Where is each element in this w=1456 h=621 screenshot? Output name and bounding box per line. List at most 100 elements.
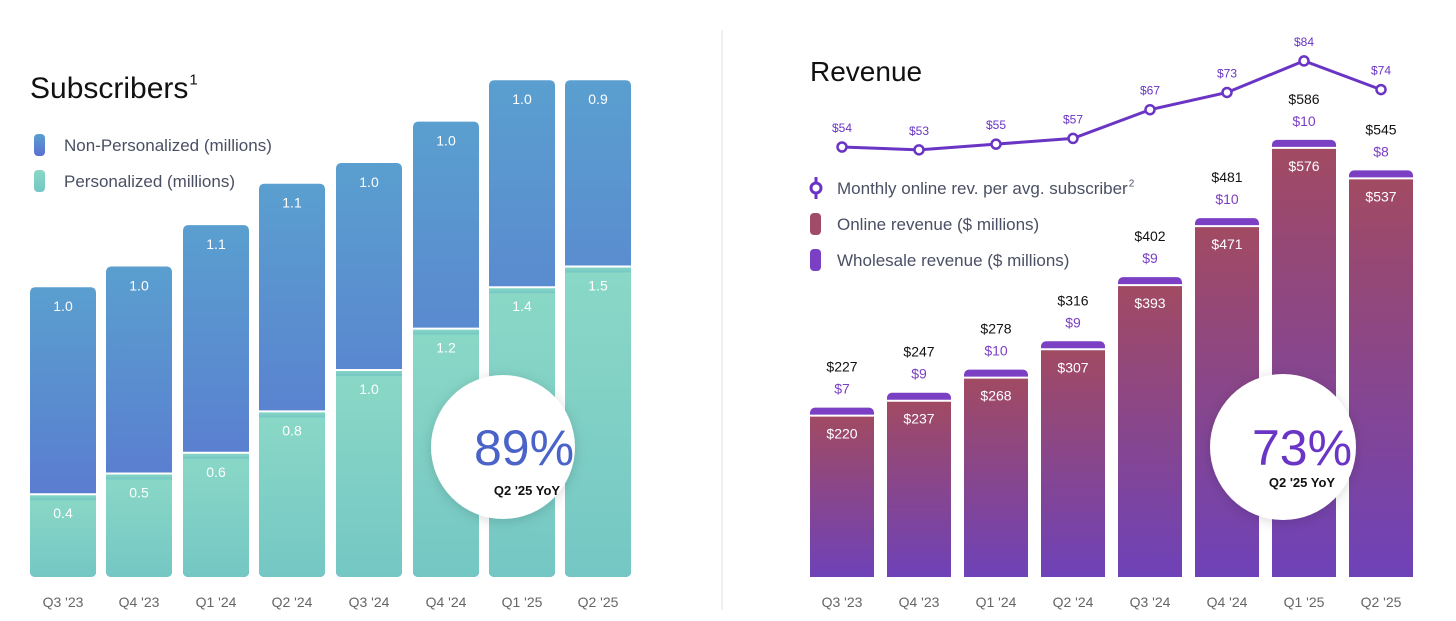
- total-label: $586: [1288, 91, 1319, 107]
- wholesale-label: $10: [1292, 113, 1316, 129]
- legend-label: Monthly online rev. per avg. subscriber2: [837, 178, 1135, 198]
- data-label: 1.5: [588, 278, 608, 294]
- arpu-label: $55: [986, 118, 1006, 132]
- legend-label: Wholesale revenue ($ millions): [837, 251, 1069, 270]
- total-label: $247: [903, 344, 934, 360]
- legend-label: Online revenue ($ millions): [837, 215, 1039, 234]
- x-tick-label: Q4 '23: [119, 594, 160, 610]
- bar-segment: [489, 287, 555, 294]
- wholesale-label: $8: [1373, 143, 1389, 159]
- data-label: 1.0: [359, 174, 379, 190]
- callout-value: 89%: [474, 420, 574, 476]
- bar-personalized: [259, 411, 325, 577]
- bar-online: [1118, 285, 1182, 577]
- callout-value: 73%: [1252, 420, 1352, 476]
- arpu-label: $67: [1140, 84, 1160, 98]
- wholesale-label: $9: [911, 366, 927, 382]
- arpu-point: [1067, 132, 1079, 145]
- x-tick-label: Q4 '24: [1207, 594, 1248, 610]
- arpu-label: $57: [1063, 112, 1083, 126]
- wholesale-label: $9: [1065, 314, 1081, 330]
- arpu-label: $74: [1371, 64, 1391, 78]
- arpu-point: [1375, 83, 1387, 96]
- callout-circle: [1210, 374, 1356, 520]
- legend-swatch: [34, 170, 45, 192]
- arpu-label: $54: [832, 121, 852, 135]
- bar-personalized: [106, 473, 172, 577]
- data-label: 1.4: [512, 298, 532, 314]
- x-tick-label: Q3 '23: [822, 594, 863, 610]
- data-label: 1.0: [512, 91, 532, 107]
- callout-circle: [431, 375, 575, 519]
- bar-segment: [30, 494, 96, 501]
- chart-title-superscript: 1: [189, 72, 197, 89]
- bar-segment: [336, 370, 402, 376]
- x-tick-label: Q2 '24: [272, 594, 313, 610]
- wholesale-label: $7: [834, 381, 850, 397]
- legend-label: Personalized (millions): [64, 172, 235, 191]
- data-label: 0.5: [129, 485, 149, 501]
- data-label: $220: [826, 426, 857, 442]
- data-label: 0.4: [53, 505, 73, 521]
- data-label: 0.9: [588, 91, 608, 107]
- data-label: 1.0: [359, 381, 379, 397]
- data-label: $268: [980, 388, 1011, 404]
- data-label: 0.6: [206, 464, 226, 480]
- total-label: $481: [1211, 169, 1242, 185]
- bar-online: [810, 415, 874, 577]
- data-label: $237: [903, 411, 934, 427]
- chart-title-text: Subscribers: [30, 72, 188, 105]
- bar-personalized: [183, 452, 249, 577]
- bar-segment: [413, 328, 479, 335]
- data-label: $393: [1134, 295, 1165, 311]
- wholesale-label: $10: [984, 343, 1008, 359]
- bar-personalized: [30, 494, 96, 577]
- x-tick-label: Q3 '24: [349, 594, 390, 610]
- data-label: 1.0: [436, 133, 456, 149]
- bar-personalized: [336, 370, 402, 577]
- x-tick-label: Q3 '23: [43, 594, 84, 610]
- data-label: $537: [1365, 188, 1396, 204]
- data-label: $576: [1288, 158, 1319, 174]
- total-label: $278: [980, 321, 1011, 337]
- arpu-point: [1298, 55, 1310, 67]
- arpu-point: [1221, 86, 1233, 99]
- x-tick-label: Q1 '25: [1284, 594, 1325, 610]
- legend-swatch: [810, 249, 821, 271]
- x-tick-label: Q2 '24: [1053, 594, 1094, 610]
- x-tick-label: Q3 '24: [1130, 594, 1171, 610]
- total-label: $316: [1057, 292, 1088, 308]
- arpu-label: $53: [909, 124, 929, 138]
- chart-title: Subscribers1: [30, 72, 198, 106]
- total-label: $227: [826, 359, 857, 375]
- callout-label: Q2 '25 YoY: [1269, 475, 1336, 490]
- x-tick-label: Q1 '24: [976, 594, 1017, 610]
- data-label: 0.8: [282, 422, 302, 438]
- data-label: 1.2: [436, 340, 456, 356]
- x-tick-label: Q1 '25: [502, 594, 543, 610]
- data-label: 1.0: [53, 298, 73, 314]
- x-tick-label: Q4 '24: [426, 594, 467, 610]
- bar-online: [1041, 349, 1105, 577]
- legend-label: Non-Personalized (millions): [64, 136, 272, 155]
- total-label: $402: [1134, 228, 1165, 244]
- arpu-label: $84: [1294, 35, 1314, 49]
- arpu-label: $73: [1217, 66, 1237, 80]
- legend-label-text: Monthly online rev. per avg. subscriber: [837, 179, 1128, 198]
- arpu-point: [990, 138, 1002, 150]
- data-label: 1.0: [129, 278, 149, 294]
- wholesale-label: $9: [1142, 250, 1158, 266]
- callout-label: Q2 '25 YoY: [494, 483, 561, 498]
- data-label: $471: [1211, 236, 1242, 252]
- x-tick-label: Q1 '24: [196, 594, 237, 610]
- bar-segment: [106, 473, 172, 480]
- bar-segment: [565, 266, 631, 273]
- arpu-point: [913, 144, 925, 156]
- legend-swatch: [810, 213, 821, 235]
- bar-online: [887, 400, 951, 577]
- bar-segment: [259, 411, 325, 418]
- arpu-point: [836, 141, 848, 153]
- data-label: $307: [1057, 359, 1088, 375]
- bar-online: [1349, 178, 1413, 577]
